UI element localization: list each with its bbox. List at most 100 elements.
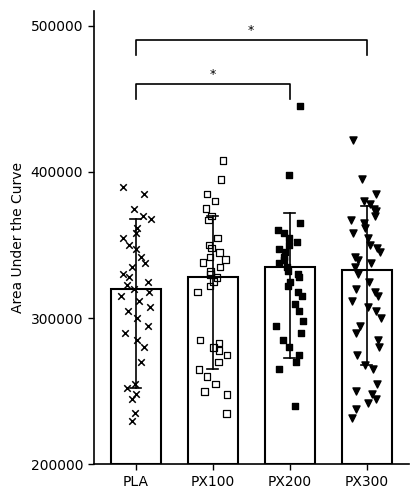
Point	[349, 230, 356, 237]
Point	[355, 270, 362, 278]
Point	[365, 399, 371, 407]
Point	[119, 270, 126, 278]
Point	[223, 410, 230, 418]
Point	[215, 358, 222, 366]
Point	[281, 253, 288, 261]
Point	[286, 344, 292, 351]
Point	[224, 390, 231, 398]
Point	[146, 288, 152, 296]
Point	[361, 219, 368, 227]
Point	[371, 212, 378, 220]
Point	[213, 274, 220, 281]
Point	[285, 234, 292, 242]
Point	[138, 253, 145, 261]
Point	[297, 219, 304, 227]
Point	[123, 384, 130, 392]
Point	[216, 339, 223, 347]
Point	[276, 366, 282, 374]
Point	[374, 380, 381, 388]
Point	[220, 156, 226, 164]
Point	[376, 344, 383, 351]
Bar	[341, 270, 391, 464]
Point	[119, 234, 126, 242]
Point	[356, 322, 363, 330]
Point	[146, 302, 153, 310]
Point	[136, 296, 142, 304]
Point	[207, 270, 214, 278]
Point	[348, 216, 355, 224]
Point	[362, 224, 369, 232]
Point	[197, 336, 204, 344]
Point	[194, 288, 201, 296]
Point	[131, 204, 137, 212]
Point	[210, 344, 217, 351]
Point	[208, 212, 215, 220]
Point	[286, 241, 293, 249]
Point	[145, 322, 152, 330]
Point	[129, 416, 135, 424]
Point	[285, 282, 292, 290]
Point	[222, 256, 228, 264]
Point	[124, 280, 131, 288]
Bar	[265, 267, 315, 464]
Point	[281, 230, 287, 237]
Point	[295, 274, 302, 281]
Point	[272, 322, 279, 330]
Point	[218, 176, 224, 184]
Point	[285, 268, 291, 276]
Point	[364, 302, 371, 310]
Point	[216, 248, 223, 256]
Point	[201, 388, 208, 396]
Point	[142, 258, 149, 266]
Point	[378, 314, 385, 322]
Point	[292, 300, 299, 308]
Point	[353, 405, 360, 413]
Point	[279, 336, 286, 344]
Point	[373, 208, 380, 216]
Point	[373, 394, 379, 402]
Point	[217, 263, 223, 271]
Point	[126, 241, 132, 249]
Point	[207, 282, 213, 290]
Point	[349, 296, 356, 304]
Point	[204, 190, 210, 198]
Text: *: *	[248, 24, 255, 38]
Point	[132, 390, 139, 398]
Point	[349, 414, 356, 422]
Point	[118, 292, 125, 300]
Point	[291, 402, 298, 410]
Point	[365, 234, 371, 242]
Point	[275, 246, 282, 254]
Point	[207, 253, 213, 261]
Point	[126, 274, 133, 281]
Point	[370, 366, 377, 374]
Point	[350, 136, 357, 144]
Point	[134, 224, 140, 232]
Point	[205, 216, 212, 224]
Point	[276, 258, 283, 266]
Point	[133, 230, 139, 237]
Text: *: *	[210, 68, 216, 82]
Point	[205, 241, 212, 249]
Point	[196, 366, 202, 374]
Point	[353, 329, 360, 337]
Point	[286, 171, 292, 179]
Point	[208, 244, 215, 252]
Point	[200, 258, 206, 266]
Point	[141, 190, 148, 198]
Point	[370, 204, 377, 212]
Point	[354, 351, 361, 359]
Point	[365, 278, 372, 285]
Point	[131, 285, 138, 293]
Point	[215, 346, 222, 354]
Point	[374, 292, 381, 300]
Point	[295, 288, 302, 296]
Point	[129, 394, 135, 402]
Point	[352, 263, 359, 271]
Point	[297, 102, 304, 110]
Point	[204, 372, 210, 380]
Point	[280, 256, 287, 264]
Point	[214, 234, 221, 242]
Point	[133, 336, 140, 344]
Bar	[188, 278, 238, 464]
